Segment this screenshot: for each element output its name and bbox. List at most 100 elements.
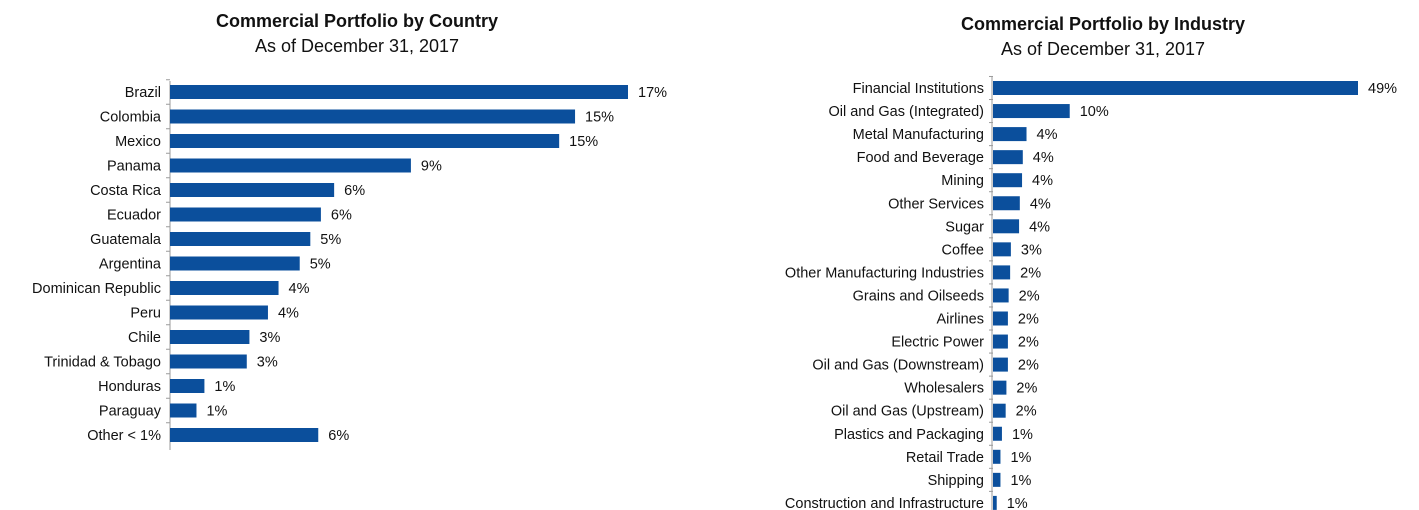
country-value-label: 3% <box>259 330 280 346</box>
industry-value-label: 4% <box>1033 150 1054 166</box>
industry-category-label: Sugar <box>945 219 984 235</box>
industry-category-label: Other Services <box>888 196 984 212</box>
industry-value-label: 4% <box>1029 219 1050 235</box>
country-category-label: Guatemala <box>90 232 162 248</box>
country-value-label: 4% <box>289 281 310 297</box>
country-category-label: Trinidad & Tobago <box>44 355 161 371</box>
country-value-label: 15% <box>569 134 598 150</box>
country-bar <box>170 403 197 418</box>
country-value-label: 5% <box>310 257 331 273</box>
country-bar <box>170 134 560 148</box>
country-bar <box>170 158 411 173</box>
industry-chart-title: Commercial Portfolio by Industry <box>961 14 1245 34</box>
industry-bar <box>993 472 1001 487</box>
industry-category-label: Oil and Gas (Upstream) <box>831 404 984 420</box>
industry-value-label: 2% <box>1016 381 1037 397</box>
country-chart-title: Commercial Portfolio by Country <box>216 11 498 31</box>
country-bar <box>170 305 268 320</box>
country-chart: Commercial Portfolio by Country As of De… <box>32 11 667 450</box>
industry-bar <box>993 104 1070 119</box>
country-value-label: 17% <box>638 85 667 101</box>
industry-value-label: 4% <box>1032 173 1053 189</box>
industry-bar <box>993 403 1006 418</box>
country-value-label: 4% <box>278 306 299 322</box>
industry-chart-bars: Financial Institutions 49% Oil and Gas (In… <box>785 75 1397 510</box>
industry-category-label: Wholesalers <box>904 381 984 397</box>
industry-bar <box>993 173 1023 188</box>
industry-bar <box>993 449 1001 464</box>
country-category-label: Peru <box>130 306 161 322</box>
industry-value-label: 1% <box>1012 427 1033 443</box>
country-chart-subtitle: As of December 31, 2017 <box>255 36 459 56</box>
country-category-label: Argentina <box>99 257 162 273</box>
industry-chart-subtitle: As of December 31, 2017 <box>1001 39 1205 59</box>
country-bar <box>170 354 247 369</box>
industry-category-label: Shipping <box>928 473 984 489</box>
industry-value-label: 10% <box>1080 104 1109 120</box>
industry-category-label: Plastics and Packaging <box>834 427 984 443</box>
country-bar <box>170 207 321 222</box>
industry-bar <box>993 288 1009 303</box>
industry-bar <box>993 81 1358 95</box>
industry-chart: Commercial Portfolio by Industry As of D… <box>785 14 1397 510</box>
country-bar <box>170 183 335 197</box>
industry-bar <box>993 357 1008 372</box>
country-bar <box>170 330 250 344</box>
industry-category-label: Oil and Gas (Integrated) <box>828 104 984 120</box>
country-category-label: Costa Rica <box>90 183 162 199</box>
industry-category-label: Financial Institutions <box>853 81 984 97</box>
country-bar <box>170 85 628 99</box>
industry-value-label: 1% <box>1010 450 1031 466</box>
country-category-label: Dominican Republic <box>32 281 161 297</box>
industry-value-label: 1% <box>1007 496 1028 510</box>
industry-bar <box>993 311 1008 326</box>
country-value-label: 6% <box>344 183 365 199</box>
industry-category-label: Coffee <box>942 242 984 258</box>
country-bar <box>170 232 311 246</box>
industry-bar <box>993 380 1007 395</box>
industry-value-label: 3% <box>1021 242 1042 258</box>
industry-category-label: Food and Beverage <box>857 150 984 166</box>
country-bar <box>170 281 279 295</box>
country-value-label: 5% <box>320 232 341 248</box>
industry-value-label: 1% <box>1010 473 1031 489</box>
industry-category-label: Other Manufacturing Industries <box>785 265 984 281</box>
industry-bar <box>993 196 1020 211</box>
industry-value-label: 2% <box>1019 288 1040 304</box>
industry-value-label: 4% <box>1030 196 1051 212</box>
industry-category-label: Mining <box>941 173 984 189</box>
industry-bar <box>993 127 1027 142</box>
industry-category-label: Retail Trade <box>906 450 984 466</box>
country-bar <box>170 379 205 393</box>
country-value-label: 1% <box>206 404 227 420</box>
country-chart-bars: Brazil 17% Colombia 15% Mexico 15% Panama 9% Cos… <box>32 79 667 444</box>
industry-category-label: Metal Manufacturing <box>853 127 984 143</box>
industry-category-label: Airlines <box>936 312 984 328</box>
industry-value-label: 4% <box>1037 127 1058 143</box>
country-category-label: Paraguay <box>99 404 162 420</box>
country-value-label: 3% <box>257 355 278 371</box>
country-bar <box>170 428 319 442</box>
industry-category-label: Oil and Gas (Downstream) <box>812 358 984 374</box>
industry-bar <box>993 334 1008 349</box>
country-value-label: 15% <box>585 110 614 126</box>
industry-bar <box>993 495 997 510</box>
country-category-label: Panama <box>107 159 162 175</box>
industry-bar <box>993 219 1020 234</box>
country-category-label: Mexico <box>115 134 161 150</box>
industry-bar <box>993 242 1011 257</box>
industry-value-label: 2% <box>1016 404 1037 420</box>
country-category-label: Ecuador <box>107 208 161 224</box>
industry-value-label: 2% <box>1020 265 1041 281</box>
industry-value-label: 2% <box>1018 358 1039 374</box>
country-value-label: 9% <box>421 159 442 175</box>
industry-value-label: 2% <box>1018 335 1039 351</box>
country-category-label: Brazil <box>125 85 161 101</box>
industry-bar <box>993 265 1011 280</box>
country-value-label: 1% <box>214 379 235 395</box>
industry-bar <box>993 426 1002 441</box>
industry-value-label: 49% <box>1368 81 1397 97</box>
industry-value-label: 2% <box>1018 312 1039 328</box>
industry-bar <box>993 150 1023 165</box>
